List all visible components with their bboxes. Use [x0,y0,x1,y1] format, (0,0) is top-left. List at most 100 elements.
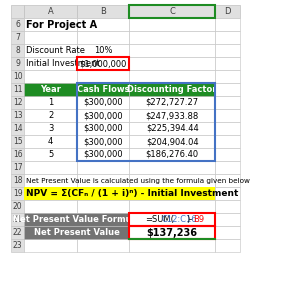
FancyBboxPatch shape [77,122,129,135]
FancyBboxPatch shape [11,5,24,18]
Text: 17: 17 [13,163,22,172]
FancyBboxPatch shape [24,200,77,213]
Text: $137,236: $137,236 [147,228,198,237]
Text: B: B [100,7,106,16]
Text: 19: 19 [13,189,22,198]
FancyBboxPatch shape [77,5,129,18]
Text: For Project A: For Project A [26,19,98,30]
FancyBboxPatch shape [215,5,240,18]
Text: 18: 18 [13,176,22,185]
Text: 1: 1 [48,98,53,107]
FancyBboxPatch shape [215,70,240,83]
Text: 23: 23 [13,241,22,250]
Text: B9: B9 [193,215,204,224]
Text: 14: 14 [13,124,22,133]
FancyBboxPatch shape [77,226,129,239]
FancyBboxPatch shape [77,57,129,70]
FancyBboxPatch shape [24,226,77,239]
FancyBboxPatch shape [24,174,77,187]
Text: 9: 9 [15,59,20,68]
FancyBboxPatch shape [24,5,77,18]
Text: 22: 22 [13,228,22,237]
FancyBboxPatch shape [11,18,24,31]
FancyBboxPatch shape [24,18,77,31]
FancyBboxPatch shape [11,239,24,252]
FancyBboxPatch shape [24,187,77,200]
FancyBboxPatch shape [11,213,24,226]
FancyBboxPatch shape [11,174,24,187]
Text: 11: 11 [13,85,22,94]
FancyBboxPatch shape [24,122,77,135]
FancyBboxPatch shape [11,226,24,239]
FancyBboxPatch shape [11,31,24,44]
FancyBboxPatch shape [215,161,240,174]
FancyBboxPatch shape [215,31,240,44]
Text: $300,000: $300,000 [83,111,123,120]
FancyBboxPatch shape [215,239,240,252]
FancyBboxPatch shape [215,83,240,96]
Text: Net Present Value: Net Present Value [34,228,120,237]
Text: $247,933.88: $247,933.88 [146,111,199,120]
FancyBboxPatch shape [11,44,24,57]
FancyBboxPatch shape [24,31,77,44]
FancyBboxPatch shape [129,200,215,213]
FancyBboxPatch shape [11,161,24,174]
FancyBboxPatch shape [215,213,240,226]
FancyBboxPatch shape [11,109,24,122]
FancyBboxPatch shape [77,18,129,31]
FancyBboxPatch shape [129,161,215,174]
FancyBboxPatch shape [129,5,215,18]
FancyBboxPatch shape [24,213,77,226]
FancyBboxPatch shape [24,226,129,239]
FancyBboxPatch shape [129,70,215,83]
FancyBboxPatch shape [129,31,215,44]
FancyBboxPatch shape [77,83,129,96]
FancyBboxPatch shape [215,96,240,109]
FancyBboxPatch shape [215,109,240,122]
Text: D: D [224,7,231,16]
FancyBboxPatch shape [24,135,77,148]
Text: $300,000: $300,000 [83,124,123,133]
FancyBboxPatch shape [24,83,77,96]
FancyBboxPatch shape [129,213,215,226]
FancyBboxPatch shape [129,109,215,122]
FancyBboxPatch shape [11,148,24,161]
Text: $1,000,000: $1,000,000 [80,59,127,68]
FancyBboxPatch shape [11,83,24,96]
FancyBboxPatch shape [215,135,240,148]
FancyBboxPatch shape [77,109,129,122]
FancyBboxPatch shape [77,148,129,161]
FancyBboxPatch shape [77,31,129,44]
Text: Cash Flows: Cash Flows [77,85,129,94]
FancyBboxPatch shape [215,174,240,187]
Text: 10: 10 [13,72,22,81]
FancyBboxPatch shape [24,148,77,161]
FancyBboxPatch shape [24,161,77,174]
Text: 13: 13 [13,111,22,120]
FancyBboxPatch shape [11,122,24,135]
FancyBboxPatch shape [24,57,77,70]
FancyBboxPatch shape [77,200,129,213]
FancyBboxPatch shape [24,213,129,226]
Text: 21: 21 [13,215,22,224]
Text: 7: 7 [15,33,20,42]
FancyBboxPatch shape [24,109,77,122]
Text: $300,000: $300,000 [83,150,123,159]
FancyBboxPatch shape [24,96,77,109]
FancyBboxPatch shape [129,135,215,148]
Text: Net Present Value Formula: Net Present Value Formula [13,215,140,224]
Text: =SUM(: =SUM( [145,215,174,224]
Text: 12: 12 [13,98,22,107]
FancyBboxPatch shape [129,187,215,200]
Text: $186,276.40: $186,276.40 [146,150,199,159]
FancyBboxPatch shape [129,57,215,70]
FancyBboxPatch shape [77,135,129,148]
FancyBboxPatch shape [77,174,129,187]
FancyBboxPatch shape [77,161,129,174]
FancyBboxPatch shape [215,148,240,161]
FancyBboxPatch shape [24,83,77,96]
Text: C: C [169,7,175,16]
FancyBboxPatch shape [11,187,24,200]
FancyBboxPatch shape [215,200,240,213]
Text: 2: 2 [48,111,53,120]
